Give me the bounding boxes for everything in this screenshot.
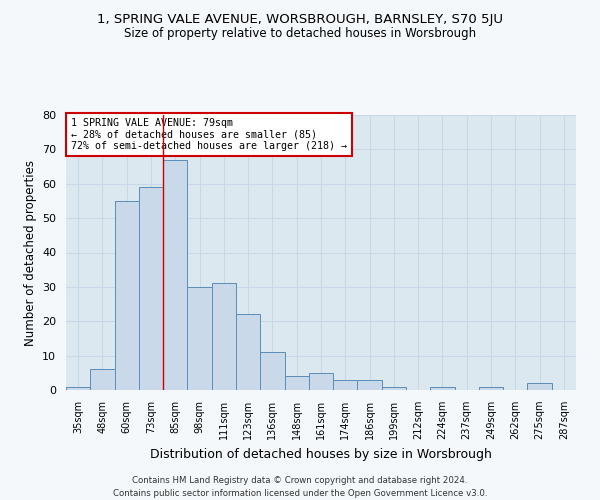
Bar (333, 380, 358, 390)
Bar (358, 380, 382, 390)
Bar (527, 383, 552, 390)
Y-axis label: Number of detached properties: Number of detached properties (23, 160, 37, 346)
Text: 1 SPRING VALE AVENUE: 79sqm
← 28% of detached houses are smaller (85)
72% of sem: 1 SPRING VALE AVENUE: 79sqm ← 28% of det… (71, 118, 347, 151)
Bar (309, 373, 333, 390)
Bar (479, 386, 503, 390)
Text: 1, SPRING VALE AVENUE, WORSBROUGH, BARNSLEY, S70 5JU: 1, SPRING VALE AVENUE, WORSBROUGH, BARNS… (97, 12, 503, 26)
Bar (382, 386, 406, 390)
Text: Size of property relative to detached houses in Worsbrough: Size of property relative to detached ho… (124, 28, 476, 40)
X-axis label: Distribution of detached houses by size in Worsbrough: Distribution of detached houses by size … (150, 448, 492, 460)
Bar (260, 352, 284, 390)
Bar (115, 201, 139, 390)
Text: Contains HM Land Registry data © Crown copyright and database right 2024.
Contai: Contains HM Land Registry data © Crown c… (113, 476, 487, 498)
Bar (66, 386, 90, 390)
Bar (163, 160, 187, 390)
Bar (284, 376, 309, 390)
Bar (90, 370, 115, 390)
Bar (236, 314, 260, 390)
Bar (139, 187, 163, 390)
Bar (212, 284, 236, 390)
Bar (187, 287, 212, 390)
Bar (430, 386, 455, 390)
